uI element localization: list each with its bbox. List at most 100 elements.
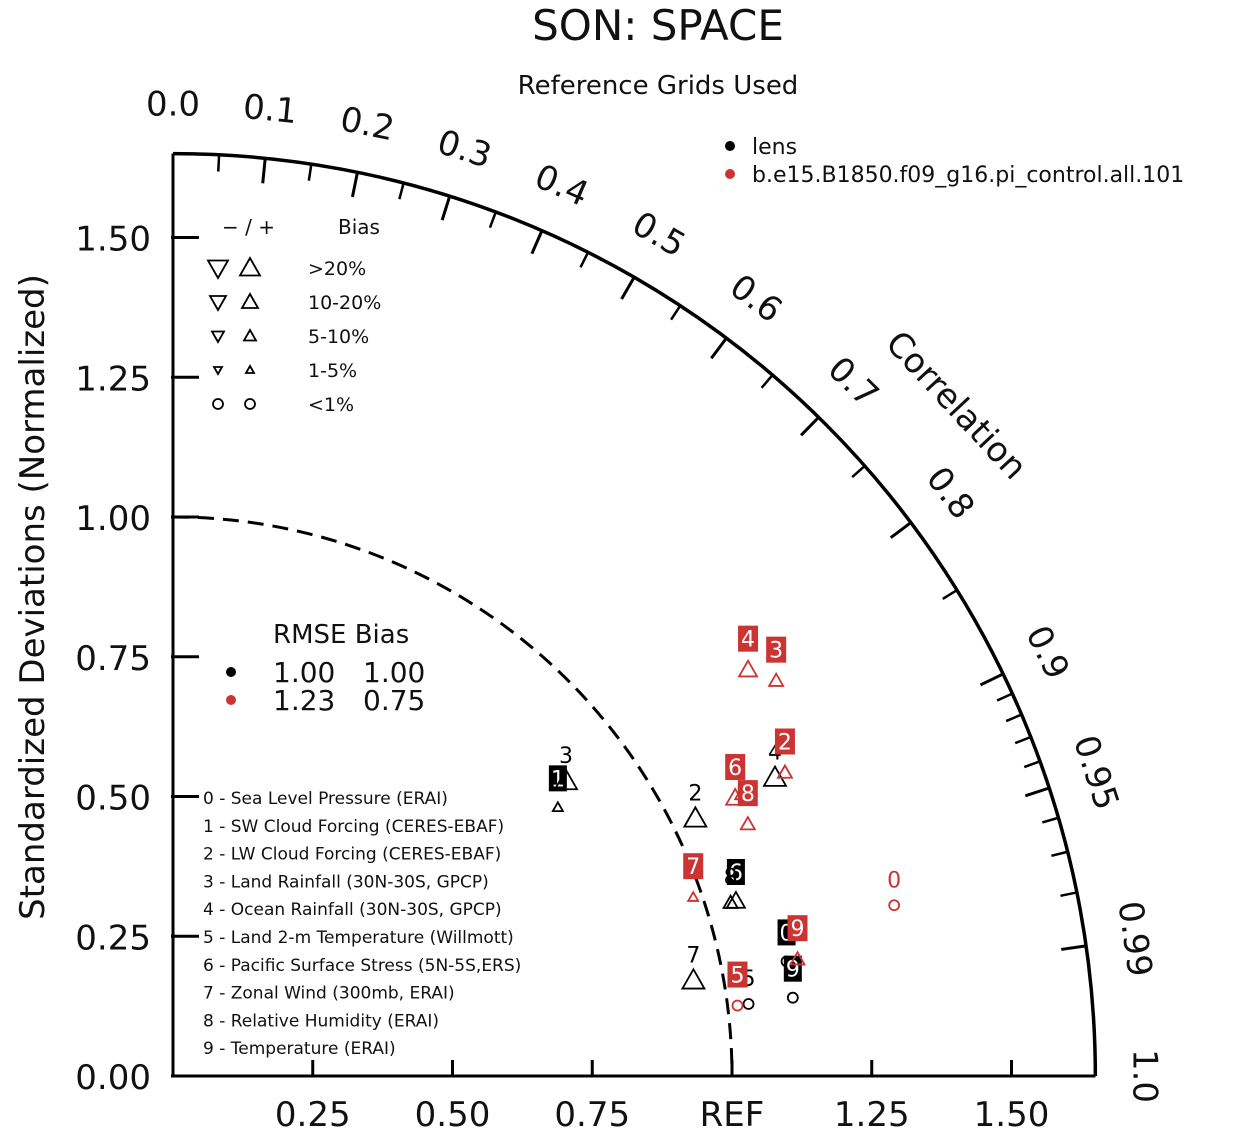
- bias-legend-circle: [244, 398, 256, 410]
- variable-label: 8 - Relative Humidity (ERAI): [203, 1011, 439, 1031]
- marker-circle: [786, 991, 799, 1004]
- marker-label-box: [726, 858, 745, 885]
- marker-label-box: [766, 636, 787, 663]
- bias-legend-header: Bias: [338, 215, 380, 239]
- y-axis-label: Standardized Deviations (Normalized): [13, 274, 53, 920]
- corr-minor-tick: [1060, 891, 1078, 898]
- marker-triangle: [776, 763, 794, 779]
- marker-triangle: [739, 815, 757, 831]
- corr-minor-tick: [579, 251, 590, 268]
- corr-tick-label: 0.95: [1065, 730, 1127, 814]
- data-markers: 01234567890123456789: [548, 625, 901, 1012]
- marker-label: 1: [551, 767, 565, 792]
- marker-label-box: [737, 780, 758, 807]
- outer-arc: [172, 151, 1098, 1077]
- marker-label-box: [774, 728, 795, 755]
- corr-tick: [620, 276, 636, 300]
- variable-label: 2 - LW Cloud Forcing (CERES-EBAF): [203, 845, 501, 865]
- series-legend-label: lens: [752, 135, 797, 160]
- corr-minor-tick: [760, 374, 774, 389]
- y-tick-label: 0.50: [75, 779, 151, 819]
- marker-label: 8: [724, 866, 738, 891]
- series-legend-label: b.e15.B1850.f09_g16.pi_control.all.101: [752, 163, 1184, 188]
- marker-triangle: [682, 805, 708, 828]
- corr-tick-label: 0.4: [529, 157, 595, 215]
- x-tick-label: REF: [700, 1095, 765, 1135]
- y-tick-label: 0.75: [75, 639, 151, 679]
- bias-legend-circle: [212, 398, 224, 410]
- corr-tick-label: 0.5: [625, 204, 692, 266]
- marker-triangle: [551, 800, 565, 813]
- x-tick-label: 1.50: [974, 1095, 1050, 1135]
- marker-label: 3: [769, 639, 783, 664]
- y-tick-label: 1.25: [75, 359, 151, 399]
- corr-tick-label: 1.0: [1124, 1049, 1164, 1103]
- marker-label-box: [683, 853, 704, 880]
- bias-legend-label: 5-10%: [308, 326, 369, 348]
- marker-triangle: [686, 890, 700, 902]
- chart-title: SON: SPACE: [532, 1, 784, 50]
- bias-legend-tri-up: [240, 292, 260, 309]
- corr-tick-label: 0.0: [146, 85, 200, 125]
- correlation-ticks: 0.0 0.1 0.2 0.3 0.4 0.5 0.6 0.7 0.8 0.9 0.95 0.99 1.…: [146, 85, 1164, 1103]
- marker-label: 2: [778, 730, 792, 755]
- corr-tick-label: 0.2: [337, 99, 398, 149]
- series-legend-dot: [725, 141, 735, 151]
- marker-triangle: [722, 893, 740, 909]
- y-tick-label: 0.25: [75, 918, 151, 958]
- corr-tick-label: 0.99: [1110, 899, 1160, 980]
- corr-tick: [261, 158, 267, 184]
- corr-minor-tick: [1014, 735, 1032, 745]
- corr-minor-tick: [1023, 760, 1041, 769]
- rmse-legend-rmse: 1.00: [273, 656, 335, 689]
- y-tick-label: 1.50: [75, 220, 151, 260]
- corr-minor-tick: [942, 589, 958, 601]
- legends: lens b.e15.B1850.f09_g16.pi_control.all.1…: [203, 135, 1184, 1059]
- rmse-legend-header: RMSE Bias: [273, 620, 409, 650]
- marker-label: 9: [791, 917, 805, 942]
- marker-label-box: [787, 915, 808, 942]
- bias-legend-label: 10-20%: [308, 292, 381, 314]
- marker-label: 5: [730, 964, 744, 989]
- variable-label: 6 - Pacific Surface Stress (5N-5S,ERS): [203, 956, 521, 976]
- corr-minor-tick: [1042, 816, 1059, 824]
- corr-minor-tick: [1051, 850, 1068, 858]
- x-tick-label: 0.25: [275, 1095, 351, 1135]
- corr-minor-tick: [851, 464, 866, 478]
- corr-tick-label: 0.1: [241, 87, 299, 132]
- marker-label: 7: [686, 855, 700, 880]
- series-legend-dot: [725, 169, 735, 179]
- corr-tick: [350, 171, 359, 198]
- bias-legend-label: <1%: [308, 394, 354, 416]
- variable-label: 5 - Land 2-m Temperature (Willmott): [203, 928, 514, 948]
- corr-minor-tick: [217, 154, 221, 172]
- variable-label: 7 - Zonal Wind (300mb, ERAI): [203, 984, 455, 1004]
- corr-tick: [889, 521, 912, 539]
- marker-circle: [731, 999, 744, 1012]
- variable-label: 1 - SW Cloud Forcing (CERES-EBAF): [203, 817, 504, 837]
- corr-tick-label: 0.6: [722, 267, 789, 331]
- marker-label: 6: [728, 756, 742, 781]
- marker-label: 6: [729, 861, 743, 886]
- marker-triangle: [762, 764, 788, 787]
- corr-minor-tick: [670, 304, 682, 321]
- correlation-label: Correlation: [877, 323, 1034, 487]
- corr-tick-label: 0.9: [1017, 620, 1077, 686]
- corr-minor-tick: [307, 163, 313, 181]
- marker-label: 7: [686, 943, 700, 968]
- rmse-legend-bias: 1.00: [363, 656, 425, 689]
- marker-label: 4: [741, 628, 755, 653]
- rmse-legend-bias: 0.75: [363, 684, 425, 717]
- marker-label: 0: [887, 868, 901, 893]
- marker-label-box: [783, 955, 802, 982]
- marker-triangle: [553, 768, 579, 791]
- corr-tick: [799, 416, 820, 437]
- marker-triangle: [767, 671, 785, 687]
- marker-label-box: [725, 753, 746, 780]
- corr-minor-tick: [398, 182, 405, 200]
- corr-tick: [1024, 786, 1050, 798]
- marker-triangle: [680, 967, 706, 990]
- corr-tick: [530, 230, 544, 255]
- axes-group: 0.000.250.500.751.001.251.500.25 0.50 0.75…: [75, 151, 1098, 1135]
